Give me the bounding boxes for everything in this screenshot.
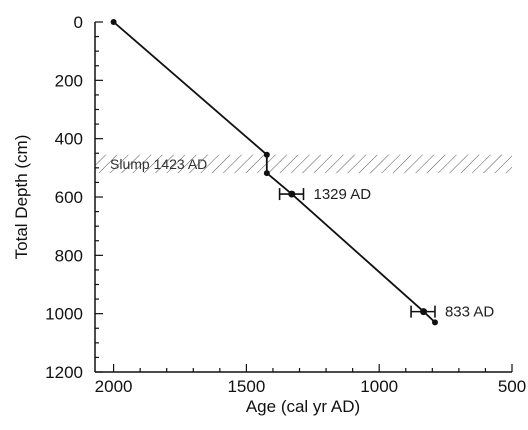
y-tick-label: 1000 <box>45 305 83 324</box>
data-label: 833 AD <box>445 304 494 321</box>
x-tick-label: 1000 <box>360 377 398 396</box>
x-axis-title: Age (cal yr AD) <box>246 397 360 416</box>
x-tick-label: 500 <box>498 377 526 396</box>
y-tick-label: 200 <box>55 71 83 90</box>
slump-label: Slump 1423 AD <box>110 156 207 172</box>
x-tick-label: 2000 <box>95 377 133 396</box>
y-tick-label: 600 <box>55 188 83 207</box>
y-tick-label: 0 <box>74 13 83 32</box>
data-point <box>263 170 270 177</box>
y-tick-label: 1200 <box>45 363 83 382</box>
data-point <box>110 19 117 25</box>
data-point <box>431 319 438 326</box>
axes: 0 200 400 600 800 1000 1200 2000 1500 1000 500 <box>45 13 526 396</box>
plot-area: 1329 AD 833 AD <box>110 19 494 326</box>
slump-band: Slump 1423 AD <box>95 154 512 174</box>
y-tick-label: 400 <box>55 130 83 149</box>
slump-hatch-rect <box>95 154 512 174</box>
y-tick-label: 800 <box>55 246 83 265</box>
error-bar-point <box>420 308 428 316</box>
y-axis-title: Total Depth (cm) <box>12 135 31 260</box>
data-point <box>263 151 270 158</box>
x-tick-label: 1500 <box>227 377 265 396</box>
data-label: 1329 AD <box>314 186 372 203</box>
error-bar-point <box>288 190 296 198</box>
